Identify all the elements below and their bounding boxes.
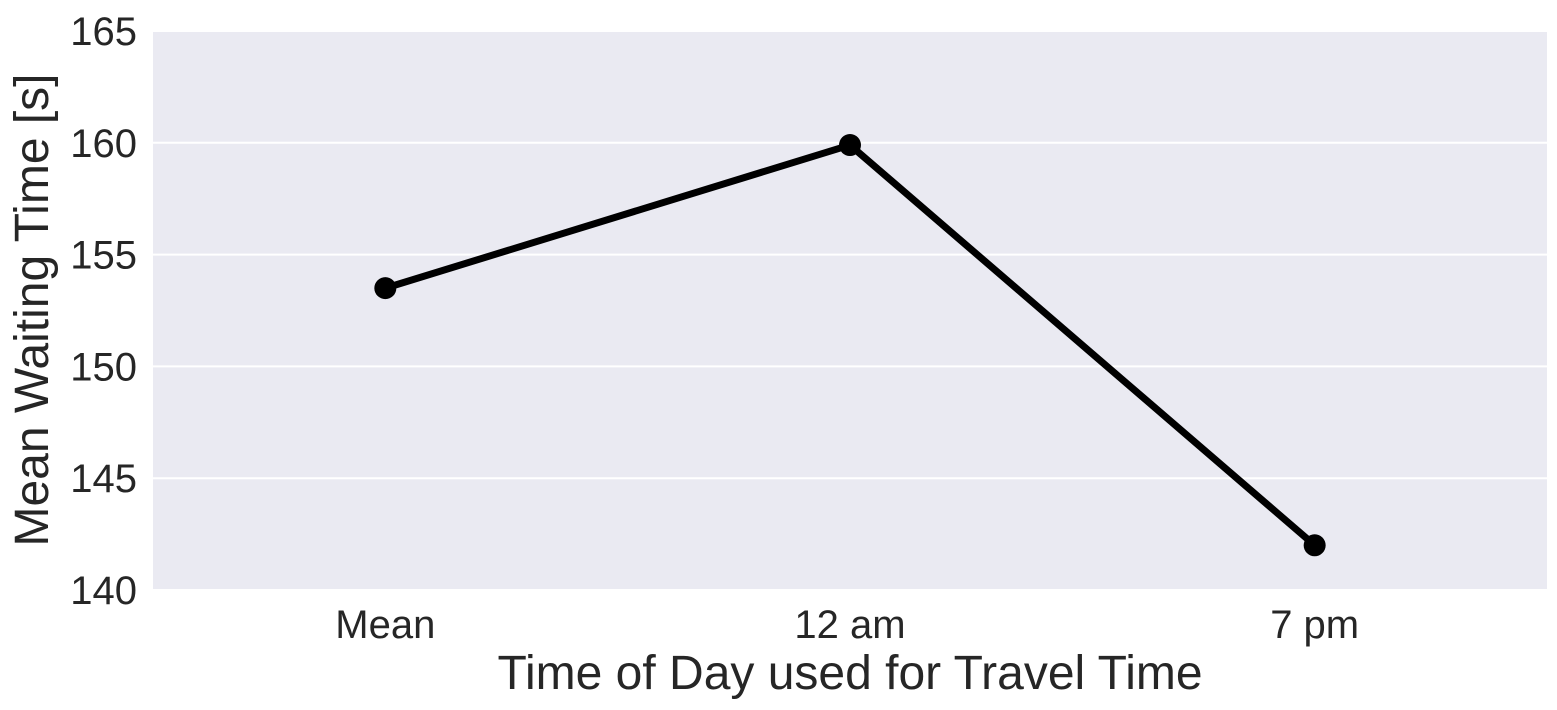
y-tick-label: 140 [70,569,137,613]
y-tick-label: 155 [70,234,137,278]
x-tick-label: Mean [335,603,435,647]
y-tick-label: 145 [70,457,137,501]
y-tick-label: 150 [70,345,137,389]
plot-background [153,31,1547,590]
y-tick-labels: 140 145 150 155 160 165 [70,10,137,613]
x-tick-label: 7 pm [1270,603,1359,647]
data-points [374,134,1326,557]
x-tick-label: 12 am [794,603,905,647]
data-point [1303,534,1326,557]
x-axis-label: Time of Day used for Travel Time [497,647,1202,700]
data-point [374,277,397,300]
x-tick-labels: Mean 12 am 7 pm [335,603,1359,647]
data-point [839,134,861,157]
y-tick-label: 160 [70,122,137,166]
y-tick-label: 165 [70,10,137,54]
y-axis-label: Mean Waiting Time [s] [6,73,59,546]
